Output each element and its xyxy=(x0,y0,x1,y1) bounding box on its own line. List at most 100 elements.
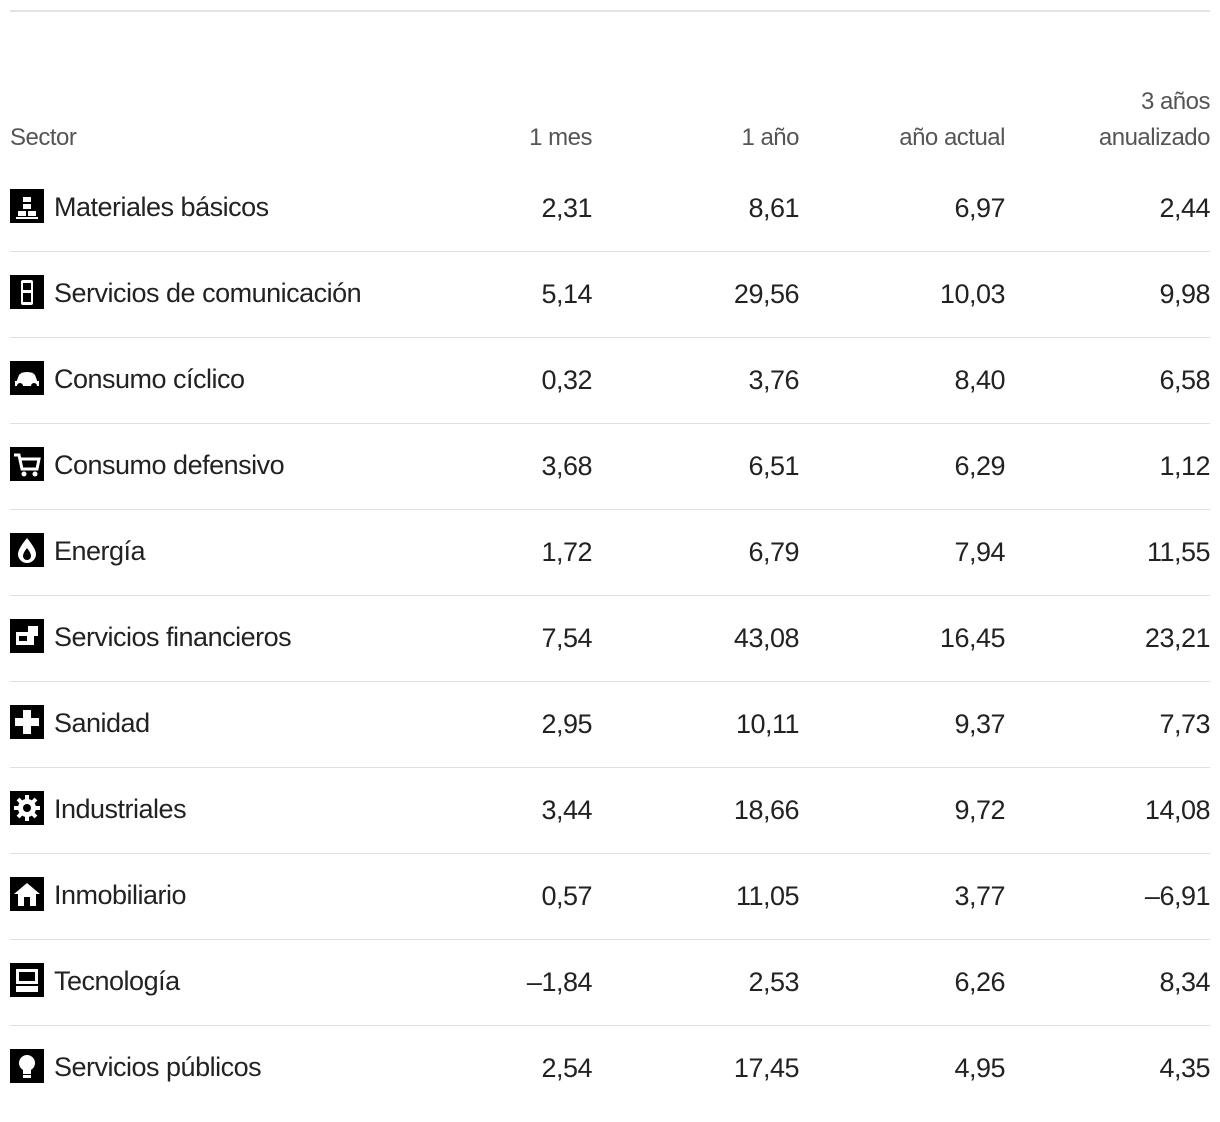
sector-cell: Inmobiliario xyxy=(10,853,400,940)
value-cell: 6,51 xyxy=(592,423,799,510)
sector-name: Inmobiliario xyxy=(54,879,187,910)
value-cell: 11,55 xyxy=(1005,509,1211,596)
sector-cell: Servicios financieros xyxy=(10,595,400,682)
value-cell: 1,72 xyxy=(400,509,592,596)
table-row: Consumo defensivo 3,68 6,51 6,29 1,12 xyxy=(10,423,1210,510)
value-cell: 6,58 xyxy=(1005,337,1210,424)
value-cell: 2,54 xyxy=(400,1026,592,1112)
value: 2,95 xyxy=(541,709,592,739)
value-cell: 3,68 xyxy=(400,423,592,510)
column-header: 3 años anualizado xyxy=(1098,88,1211,151)
table-row: Inmobiliario 0,57 11,05 3,77 –6,91 xyxy=(10,853,1211,940)
table-body: Materiales básicos 2,31 8,61 6,97 2,44 Servic… xyxy=(10,166,1211,1112)
sector-name: Materiales básicos xyxy=(54,191,269,222)
value-cell: 7,54 xyxy=(400,595,592,682)
value-cell: 9,98 xyxy=(1005,251,1210,338)
value: 8,34 xyxy=(1159,967,1210,997)
value: 7,94 xyxy=(954,537,1005,567)
value: 11,55 xyxy=(1146,537,1211,567)
value: 9,98 xyxy=(1159,279,1210,309)
value: 6,79 xyxy=(748,537,799,567)
value-cell: 9,37 xyxy=(799,681,1005,768)
value-cell: 0,32 xyxy=(400,337,592,424)
sector-name: Consumo defensivo xyxy=(54,449,285,480)
sector-icon xyxy=(10,532,44,567)
value-cell: 9,72 xyxy=(799,767,1005,854)
sector-icon xyxy=(10,790,44,825)
table-row: Servicios financieros 7,54 43,08 16,45 23,21 xyxy=(10,595,1211,682)
value-cell: 1,12 xyxy=(1005,423,1210,510)
sector-name: Industriales xyxy=(54,793,187,824)
value: 2,31 xyxy=(541,193,592,223)
value: 2,44 xyxy=(1159,193,1210,223)
value: 4,95 xyxy=(954,1053,1005,1083)
sector-cell: Servicios públicos xyxy=(10,1026,400,1112)
sector-cell: Servicios de comunicación xyxy=(10,251,400,338)
value-cell: 23,21 xyxy=(1005,595,1211,682)
value-cell: 2,53 xyxy=(592,939,799,1026)
sector-name: Servicios financieros xyxy=(54,621,292,652)
value: 43,08 xyxy=(733,623,800,653)
value-cell: 2,44 xyxy=(1005,166,1210,252)
value: 6,51 xyxy=(748,451,799,481)
value-cell: 8,61 xyxy=(592,166,799,252)
sector-icon xyxy=(10,1048,44,1083)
sector-icon xyxy=(10,618,44,653)
value: 7,73 xyxy=(1159,709,1210,739)
value: 0,57 xyxy=(541,881,592,911)
value-cell: 0,57 xyxy=(400,853,592,940)
value-cell: 4,95 xyxy=(799,1026,1005,1112)
sector-cell: Industriales xyxy=(10,767,400,854)
value: –6,91 xyxy=(1144,881,1211,911)
value-cell: 7,94 xyxy=(799,509,1005,596)
value: 17,45 xyxy=(733,1053,800,1083)
column-header: 1 mes xyxy=(529,124,592,151)
value-cell: 3,77 xyxy=(799,853,1005,940)
value-cell: 29,56 xyxy=(592,251,800,338)
value: 29,56 xyxy=(733,279,800,309)
value: 3,76 xyxy=(748,365,799,395)
value: 2,53 xyxy=(748,967,799,997)
sector-cell: Consumo defensivo xyxy=(10,423,400,510)
table-row: Sanidad 2,95 10,11 9,37 7,73 xyxy=(10,681,1210,768)
value-cell: 7,73 xyxy=(1005,681,1210,768)
value: 7,54 xyxy=(541,623,592,653)
value: 6,97 xyxy=(954,193,1005,223)
value: 1,12 xyxy=(1159,451,1210,481)
sector-name: Sanidad xyxy=(54,707,150,738)
value: 10,11 xyxy=(735,709,800,739)
sector-icon xyxy=(10,704,44,739)
value-cell: 10,11 xyxy=(592,681,800,768)
value: 6,26 xyxy=(954,967,1005,997)
value-cell: 16,45 xyxy=(799,595,1006,682)
sector-icon xyxy=(10,188,44,223)
table-head: Sector 1 mes 1 año año actual 3 años anualiz… xyxy=(10,70,1211,166)
value: 5,14 xyxy=(541,279,592,309)
value: 6,29 xyxy=(954,451,1005,481)
sector-cell: Energía xyxy=(10,509,400,596)
value: 8,61 xyxy=(748,193,799,223)
value: 3,44 xyxy=(541,795,592,825)
value: 16,45 xyxy=(939,623,1006,653)
sector-cell: Tecnología xyxy=(10,939,400,1026)
sector-icon xyxy=(10,274,44,309)
value-cell: 3,44 xyxy=(400,767,592,854)
value: 18,66 xyxy=(733,795,800,825)
value-cell: 43,08 xyxy=(592,595,800,682)
table-row: Tecnología –1,84 2,53 6,26 8,34 xyxy=(10,939,1210,1026)
sector-cell: Sanidad xyxy=(10,681,400,768)
value: 6,58 xyxy=(1159,365,1210,395)
sector-cell: Consumo cíclico xyxy=(10,337,400,424)
value-cell: 2,95 xyxy=(400,681,592,768)
value: 9,37 xyxy=(954,709,1005,739)
value-cell: 6,79 xyxy=(592,509,799,596)
sector-name: Servicios de comunicación xyxy=(54,277,362,308)
value-cell: 3,76 xyxy=(592,337,799,424)
value: 4,35 xyxy=(1159,1053,1210,1083)
column-header: año actual xyxy=(899,124,1005,151)
table-row: Materiales básicos 2,31 8,61 6,97 2,44 xyxy=(10,166,1210,252)
value-cell: –1,84 xyxy=(400,939,593,1026)
table-row: Consumo cíclico 0,32 3,76 8,40 6,58 xyxy=(10,337,1210,424)
value-cell: 4,35 xyxy=(1005,1026,1210,1112)
value-cell: 11,05 xyxy=(592,853,800,940)
